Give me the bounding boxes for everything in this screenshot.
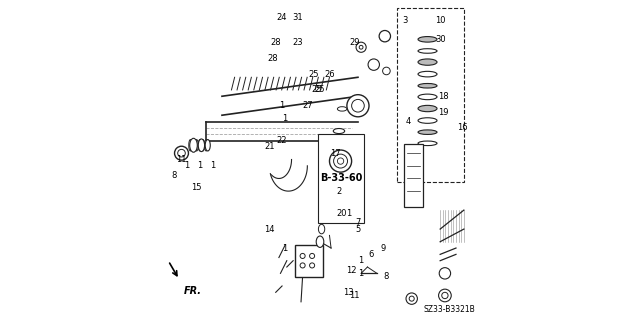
Text: 29: 29 (349, 38, 360, 47)
Text: B-33-60: B-33-60 (320, 174, 362, 183)
Ellipse shape (418, 130, 437, 134)
Ellipse shape (333, 129, 345, 134)
Ellipse shape (319, 224, 324, 234)
Circle shape (330, 150, 351, 172)
Circle shape (175, 146, 188, 160)
Text: 1: 1 (184, 161, 190, 170)
Text: 1: 1 (358, 256, 364, 265)
Text: 1: 1 (283, 114, 288, 123)
Text: 25: 25 (315, 85, 325, 94)
Bar (404, 144, 423, 207)
Circle shape (359, 45, 363, 49)
Text: 11: 11 (349, 291, 360, 300)
Text: 21: 21 (264, 142, 275, 151)
Ellipse shape (205, 140, 208, 151)
Circle shape (351, 100, 364, 112)
Text: 1: 1 (346, 209, 351, 218)
Text: 12: 12 (346, 266, 357, 275)
Bar (397, 8, 464, 182)
Ellipse shape (418, 49, 437, 53)
Circle shape (347, 95, 369, 117)
Ellipse shape (198, 139, 205, 152)
Text: 31: 31 (292, 13, 303, 22)
Ellipse shape (418, 105, 437, 112)
Text: 8: 8 (384, 272, 389, 281)
Text: 17: 17 (330, 149, 341, 158)
Ellipse shape (316, 236, 324, 248)
Text: 20: 20 (337, 209, 348, 218)
Text: 13: 13 (343, 288, 354, 297)
Text: 3: 3 (403, 16, 408, 25)
Text: 10: 10 (435, 16, 445, 25)
Text: 30: 30 (435, 35, 445, 44)
Circle shape (310, 253, 315, 258)
Circle shape (300, 263, 305, 268)
Ellipse shape (189, 140, 192, 151)
Text: 19: 19 (438, 108, 449, 116)
Text: 25: 25 (308, 70, 319, 78)
Text: SZ33-B3321B: SZ33-B3321B (423, 306, 475, 315)
Text: 1: 1 (210, 161, 215, 170)
Text: 7: 7 (355, 218, 360, 227)
Text: 2: 2 (337, 187, 342, 196)
Text: 9: 9 (381, 243, 386, 253)
Text: 1: 1 (280, 101, 285, 110)
Circle shape (368, 59, 380, 70)
Ellipse shape (418, 141, 437, 145)
Text: 1: 1 (283, 243, 288, 253)
Circle shape (439, 268, 451, 279)
Ellipse shape (418, 118, 437, 123)
Text: 16: 16 (457, 123, 468, 132)
Text: 1: 1 (358, 269, 364, 278)
Circle shape (300, 253, 305, 258)
Ellipse shape (418, 94, 437, 100)
Text: 25: 25 (312, 85, 322, 94)
Ellipse shape (195, 140, 198, 151)
Text: 28: 28 (271, 38, 281, 47)
Circle shape (406, 293, 417, 304)
Ellipse shape (198, 140, 202, 151)
Circle shape (438, 289, 451, 302)
Text: 26: 26 (324, 70, 335, 78)
Ellipse shape (202, 140, 205, 151)
Text: 1: 1 (197, 161, 202, 170)
Text: 15: 15 (191, 183, 202, 192)
Circle shape (333, 154, 348, 168)
Ellipse shape (337, 107, 347, 111)
Circle shape (178, 149, 186, 157)
Bar (319, 134, 364, 223)
Text: 6: 6 (368, 250, 373, 259)
Ellipse shape (192, 140, 195, 151)
Text: 5: 5 (355, 225, 360, 234)
Ellipse shape (418, 71, 437, 77)
Circle shape (337, 158, 344, 164)
Ellipse shape (418, 59, 437, 65)
Ellipse shape (205, 140, 211, 151)
Text: 24: 24 (277, 13, 287, 22)
Text: 27: 27 (302, 101, 313, 110)
Text: FR.: FR. (184, 286, 202, 296)
Text: 14: 14 (264, 225, 275, 234)
Circle shape (383, 67, 390, 75)
Circle shape (442, 292, 448, 299)
Text: 8: 8 (172, 171, 177, 180)
Text: 11: 11 (175, 155, 186, 164)
Circle shape (379, 31, 390, 42)
Text: 23: 23 (292, 38, 303, 47)
Ellipse shape (418, 84, 437, 88)
Circle shape (409, 296, 414, 301)
Text: 4: 4 (406, 117, 411, 126)
Text: 18: 18 (438, 92, 449, 101)
Bar (294, 245, 323, 277)
Text: 22: 22 (277, 136, 287, 145)
Circle shape (310, 263, 315, 268)
Ellipse shape (189, 138, 197, 152)
Text: 28: 28 (268, 54, 278, 63)
Ellipse shape (418, 37, 437, 42)
Circle shape (356, 42, 366, 52)
